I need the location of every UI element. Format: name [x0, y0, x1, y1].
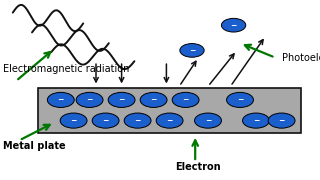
Circle shape	[227, 92, 253, 107]
Circle shape	[47, 92, 74, 107]
Text: −: −	[102, 116, 109, 125]
Text: −: −	[70, 116, 77, 125]
Text: −: −	[166, 116, 173, 125]
Circle shape	[156, 113, 183, 128]
Text: Electromagnetic radiation: Electromagnetic radiation	[3, 64, 130, 74]
Circle shape	[268, 113, 295, 128]
Text: −: −	[182, 95, 189, 104]
Text: Metal plate: Metal plate	[3, 141, 66, 151]
Circle shape	[124, 113, 151, 128]
Circle shape	[60, 113, 87, 128]
Circle shape	[140, 92, 167, 107]
Text: −: −	[134, 116, 141, 125]
Text: −: −	[278, 116, 285, 125]
Text: −: −	[253, 116, 259, 125]
Text: −: −	[230, 21, 237, 30]
Text: Photoelectron: Photoelectron	[282, 53, 320, 63]
Circle shape	[195, 113, 221, 128]
Text: −: −	[86, 95, 93, 104]
Text: −: −	[189, 46, 195, 55]
Text: −: −	[118, 95, 125, 104]
Circle shape	[108, 92, 135, 107]
Text: −: −	[150, 95, 157, 104]
Circle shape	[76, 92, 103, 107]
Circle shape	[180, 44, 204, 57]
Circle shape	[221, 18, 246, 32]
Bar	[38, 88, 301, 133]
Text: −: −	[58, 95, 64, 104]
Circle shape	[243, 113, 269, 128]
Text: Electron: Electron	[176, 162, 221, 172]
Text: −: −	[205, 116, 211, 125]
Circle shape	[92, 113, 119, 128]
Text: −: −	[237, 95, 243, 104]
Circle shape	[172, 92, 199, 107]
